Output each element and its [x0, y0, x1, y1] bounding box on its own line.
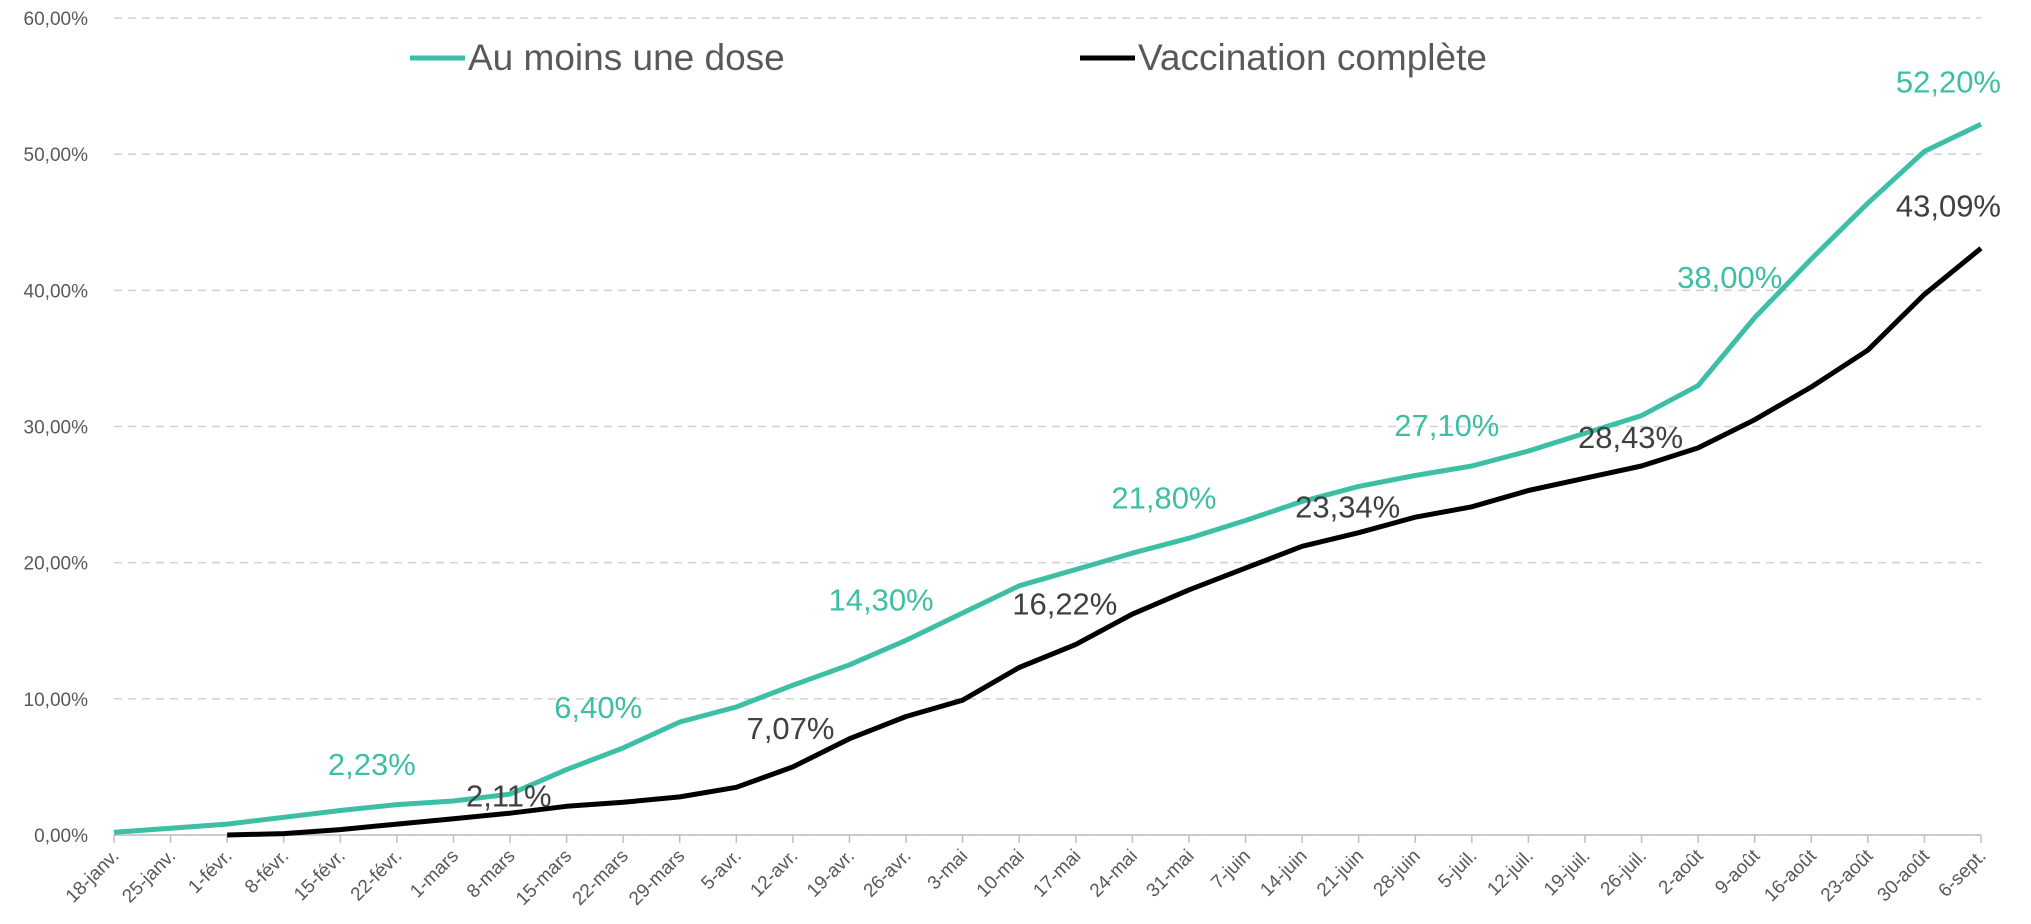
y-tick-label: 0,00% — [34, 826, 88, 847]
y-tick-label: 60,00% — [24, 9, 89, 30]
x-tick-label: 2-août — [1655, 845, 1708, 898]
x-tick-label: 12-juil. — [1483, 846, 1537, 900]
data-label: 43,09% — [1896, 188, 2001, 223]
data-label: 52,20% — [1896, 64, 2001, 99]
x-tick-label: 19-avr. — [803, 846, 859, 902]
y-tick-label: 10,00% — [24, 690, 89, 711]
x-tick-label: 6-sept. — [1935, 846, 1991, 902]
x-tick-label: 24-mai — [1086, 846, 1142, 902]
x-tick-label: 3-mai — [924, 846, 972, 894]
legend-label: Au moins une dose — [468, 37, 785, 78]
x-tick-label: 8-mars — [463, 846, 520, 903]
data-label: 2,23% — [328, 747, 416, 782]
series-line — [227, 246, 1983, 838]
x-tick-label: 12-avr. — [747, 846, 803, 902]
data-label: 14,30% — [828, 582, 933, 617]
x-tick-label: 7-juin — [1207, 846, 1255, 894]
y-tick-label: 20,00% — [24, 554, 89, 575]
data-label: 23,34% — [1295, 489, 1400, 524]
data-label: 7,07% — [747, 711, 835, 746]
y-tick-label: 50,00% — [24, 145, 89, 166]
series-line — [113, 121, 1983, 835]
x-tick-label: 5-juil. — [1434, 846, 1481, 893]
x-tick-label: 16-août — [1760, 845, 1821, 906]
x-tick-label: 25-janv. — [118, 846, 180, 908]
x-tick-label: 18-janv. — [62, 846, 124, 908]
x-tick-label: 19-juil. — [1540, 846, 1594, 900]
x-tick-label: 10-mai — [973, 846, 1029, 902]
x-tick-label: 28-juin — [1370, 846, 1425, 901]
x-tick-label: 26-juil. — [1597, 846, 1651, 900]
x-tick-label: 31-mai — [1143, 846, 1199, 902]
x-tick-label: 8-févr. — [241, 846, 293, 898]
x-tick-label: 1-mars — [406, 846, 463, 903]
x-tick-label: 30-août — [1874, 845, 1935, 906]
y-tick-label: 30,00% — [24, 418, 89, 439]
x-tick-label: 5-avr. — [697, 846, 745, 894]
x-tick-label: 9-août — [1711, 845, 1764, 898]
x-tick-label: 1-févr. — [184, 846, 236, 898]
x-tick-label: 22-mars — [569, 846, 633, 910]
x-tick-label: 22-févr. — [347, 846, 407, 906]
y-tick-label: 40,00% — [24, 281, 89, 302]
x-tick-label: 14-juin — [1256, 846, 1311, 901]
data-label: 6,40% — [554, 690, 642, 725]
data-label: 21,80% — [1111, 480, 1216, 515]
data-label: 27,10% — [1394, 408, 1499, 443]
x-tick-label: 21-juin — [1313, 846, 1368, 901]
data-label: 2,11% — [466, 778, 552, 813]
x-tick-label: 17-mai — [1029, 846, 1085, 902]
x-tick-label: 15-févr. — [290, 846, 350, 906]
x-tick-label: 23-août — [1817, 845, 1878, 906]
x-tick-label: 26-avr. — [860, 846, 916, 902]
data-label: 16,22% — [1012, 586, 1117, 621]
x-tick-label: 15-mars — [512, 846, 576, 910]
data-label: 28,43% — [1578, 420, 1683, 455]
legend-label: Vaccination complète — [1138, 37, 1487, 78]
x-tick-label: 29-mars — [625, 846, 689, 910]
data-label: 38,00% — [1677, 260, 1782, 295]
